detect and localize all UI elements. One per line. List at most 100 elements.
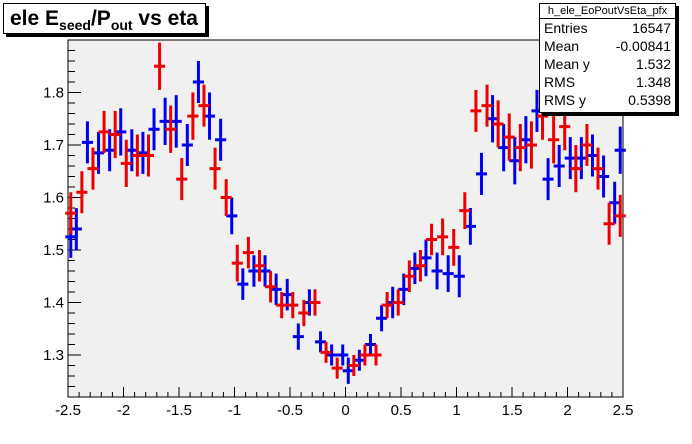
- data-point-blue: [237, 268, 249, 300]
- data-point-red: [87, 147, 99, 190]
- title-main: ele E: [10, 7, 60, 30]
- data-point-blue: [81, 121, 93, 164]
- y-tick-label: 1.6: [43, 190, 64, 207]
- title-sub-seed: seed: [59, 17, 91, 33]
- data-point-red: [176, 158, 188, 201]
- data-point-blue: [170, 95, 182, 148]
- x-tick-label: -1.5: [166, 402, 192, 419]
- data-point-red: [320, 341, 332, 363]
- data-point-blue: [159, 97, 171, 145]
- data-point-red: [370, 344, 382, 366]
- data-point-red: [359, 344, 371, 366]
- stats-label: Mean y: [544, 56, 590, 72]
- data-point-red: [503, 113, 515, 161]
- stats-value: -0.00841: [615, 38, 671, 54]
- data-point-blue: [509, 137, 521, 185]
- stats-label: Mean: [544, 38, 580, 54]
- data-point-blue: [342, 357, 354, 384]
- chart-title: ele Eseed/Pout vs eta: [3, 3, 206, 34]
- data-point-blue: [564, 137, 576, 180]
- data-marks: [65, 42, 626, 384]
- data-point-red: [492, 100, 504, 148]
- data-point-blue: [70, 208, 82, 250]
- data-point-red: [109, 110, 121, 159]
- x-tick-label: -2: [117, 402, 130, 419]
- data-point-red: [614, 194, 626, 237]
- data-point-blue: [364, 334, 377, 355]
- data-point-blue: [487, 95, 499, 143]
- data-point-red: [437, 218, 449, 256]
- data-point-red: [76, 171, 88, 214]
- stats-histogram-name: h_ele_EoPoutVsEta_pfx: [540, 4, 675, 19]
- data-point-red: [242, 236, 254, 269]
- data-point-blue: [259, 255, 271, 287]
- data-point-red: [548, 116, 560, 164]
- data-point-red: [231, 244, 243, 282]
- data-point-red: [209, 147, 221, 190]
- x-tick-label: 1.5: [502, 402, 523, 419]
- data-point-red: [348, 355, 360, 376]
- y-tick-label: 1.8: [43, 85, 64, 102]
- data-point-blue: [292, 323, 304, 350]
- stats-label: RMS y: [544, 92, 586, 108]
- data-point-red: [187, 92, 199, 140]
- x-tick-label: 0: [341, 402, 349, 419]
- data-point-red: [120, 139, 132, 187]
- stats-label: RMS: [544, 74, 576, 90]
- stats-row-rms: RMS 1.348: [540, 73, 675, 91]
- data-point-red: [331, 357, 343, 379]
- data-point-red: [98, 110, 110, 153]
- data-point-red: [131, 134, 143, 177]
- data-point-blue: [248, 255, 260, 287]
- y-tick-label: 1.5: [43, 242, 64, 259]
- data-point-red: [65, 192, 77, 235]
- data-point-blue: [475, 152, 488, 195]
- stats-value: 1.348: [635, 74, 671, 90]
- data-point-red: [603, 202, 615, 245]
- data-point-blue: [420, 239, 432, 277]
- data-point-red: [592, 147, 604, 190]
- data-point-blue: [337, 344, 349, 366]
- stats-row-mean-y: Mean y 1.532: [540, 55, 675, 73]
- data-point-blue: [226, 197, 238, 235]
- data-point-red: [298, 299, 310, 327]
- data-point-blue: [614, 126, 626, 174]
- data-point-red: [570, 145, 582, 193]
- data-point-blue: [92, 131, 105, 174]
- x-tick-label: -0.5: [277, 402, 303, 419]
- data-point-blue: [353, 349, 365, 371]
- stats-row-entries: Entries 16547: [540, 19, 675, 37]
- plot-frame: [67, 39, 624, 398]
- x-tick-label: 2: [563, 402, 571, 419]
- data-point-blue: [376, 305, 388, 332]
- title-sub-out: out: [110, 17, 133, 33]
- title-tail: vs eta: [132, 7, 198, 30]
- stats-value: 16547: [632, 20, 671, 36]
- data-point-red: [470, 89, 482, 132]
- data-point-red: [309, 289, 321, 316]
- data-point-red: [287, 292, 299, 319]
- data-point-blue: [115, 108, 127, 156]
- data-point-blue: [498, 124, 510, 172]
- stats-row-mean: Mean -0.00841: [540, 37, 675, 55]
- data-point-red: [381, 292, 393, 319]
- data-point-red: [403, 260, 415, 292]
- data-point-red: [276, 292, 288, 319]
- data-point-red: [525, 121, 537, 169]
- data-point-blue: [192, 61, 204, 103]
- stats-row-rms-y: RMS y 0.5398: [540, 91, 675, 109]
- data-point-red: [154, 42, 166, 90]
- data-point-red: [253, 250, 266, 282]
- x-tick-label: -2.5: [55, 402, 81, 419]
- data-point-blue: [270, 273, 282, 306]
- data-point-red: [265, 271, 277, 303]
- data-point-red: [220, 179, 232, 216]
- data-point-blue: [442, 255, 454, 292]
- y-tick-label: 1.7: [43, 137, 64, 154]
- data-point-red: [142, 134, 155, 177]
- data-point-blue: [409, 252, 421, 285]
- data-point-blue: [326, 344, 338, 366]
- data-point-blue: [215, 118, 227, 161]
- axes: -2.5 -2 -1.5 -1 -0.5 0 0.5 1 1.5 2 2.5 1.3 1.4 1.5 1.6…: [43, 50, 633, 419]
